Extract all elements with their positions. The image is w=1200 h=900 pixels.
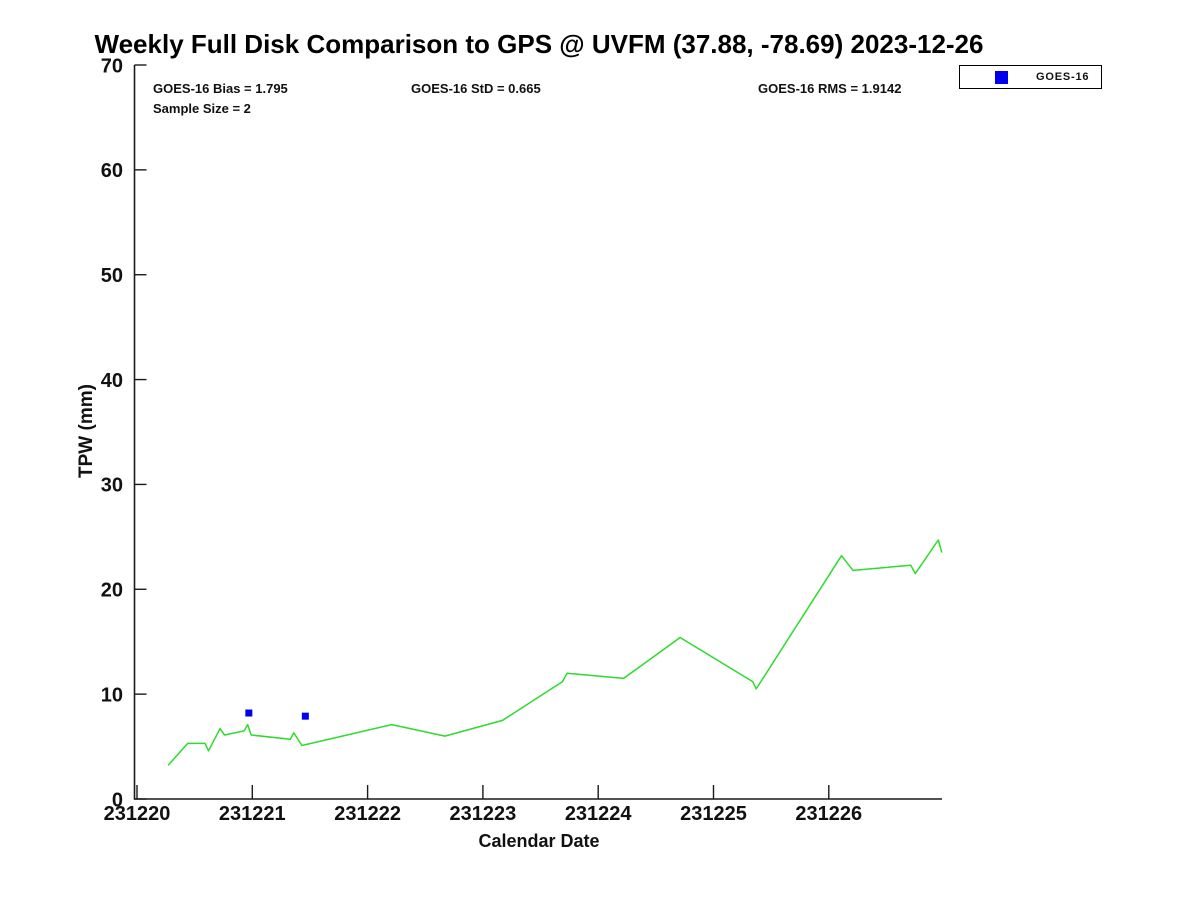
y-tick-label: 30 — [101, 475, 123, 497]
stat-sample-size: Sample Size = 2 — [153, 101, 251, 116]
y-tick-label: 20 — [101, 580, 123, 602]
legend-label: GOES-16 — [1036, 71, 1090, 83]
axis-lines — [133, 65, 942, 800]
tpw-line — [167, 539, 943, 766]
stat-bias: GOES-16 Bias = 1.795 — [153, 81, 288, 96]
goes16-marker — [245, 709, 253, 717]
stat-std: GOES-16 StD = 0.665 — [411, 81, 541, 96]
goes16-marker — [301, 712, 309, 720]
y-tick-label: 60 — [101, 160, 123, 182]
x-tick-label: 231222 — [334, 803, 401, 825]
x-axis-label: Calendar Date — [478, 831, 600, 851]
x-tick-label: 231220 — [104, 803, 171, 825]
x-tick-label: 231223 — [450, 803, 517, 825]
x-tick-label: 231221 — [219, 803, 286, 825]
y-tick-label: 0 — [112, 789, 123, 811]
chart-title: Weekly Full Disk Comparison to GPS @ UVF… — [94, 29, 984, 59]
stat-rms: GOES-16 RMS = 1.9142 — [758, 81, 902, 96]
legend: GOES-16 — [959, 65, 1102, 89]
x-tick-label: 231225 — [680, 803, 747, 825]
x-tick-label: 231226 — [795, 803, 862, 825]
y-tick-label: 40 — [101, 370, 123, 392]
x-tick-label: 231224 — [565, 803, 633, 825]
y-tick-label: 70 — [101, 55, 123, 77]
y-tick-label: 50 — [101, 265, 123, 287]
y-tick-label: 10 — [101, 684, 123, 706]
legend-square-marker-icon — [995, 70, 1008, 84]
